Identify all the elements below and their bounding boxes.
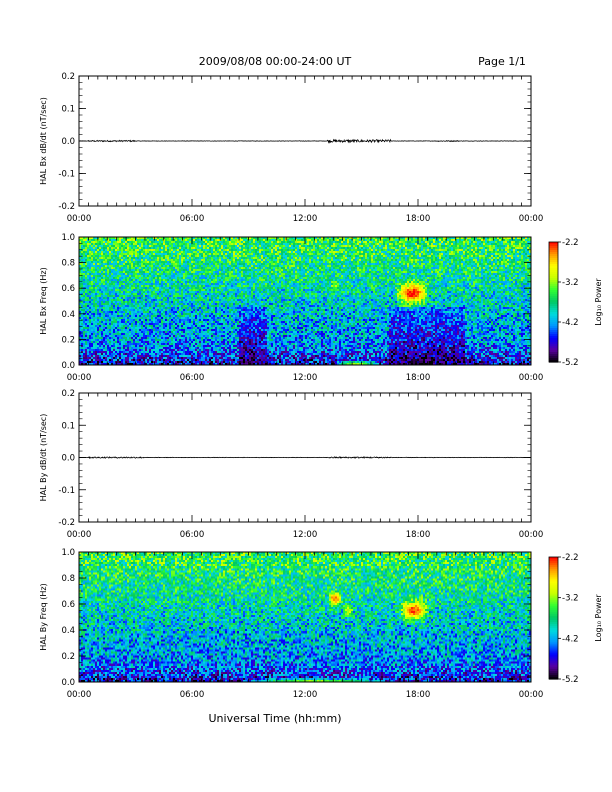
y-tick-label-0-1: 0.1 <box>61 105 75 115</box>
y-axis-label-0: HAL Bx dB/dt (nT/sec) <box>39 97 48 185</box>
y-tick-label-2-1: 0.1 <box>61 421 75 431</box>
y-tick-label-0-4: -0.2 <box>58 202 75 212</box>
panels: 0.2 0.1 0.0 -0.1 -0.2 HAL Bx dB/dt (nT/sec) 00… <box>39 72 603 700</box>
x-tick-label-2-4: 00:00 <box>519 530 544 540</box>
by-spectrogram-panel: 1.0 0.8 0.6 0.4 0.2 0.0 HAL By Freq (Hz) 00:00 0… <box>39 548 603 700</box>
bx-spectrogram-panel: 1.0 0.8 0.6 0.4 0.2 0.0 HAL Bx Freq (Hz) 00:00 0… <box>39 233 603 383</box>
colorbar-label-1: Log₁₀ Power <box>594 278 603 326</box>
y-tick-label-1-3: 0.4 <box>61 310 75 320</box>
y-tick-label-0-2: 0.0 <box>61 137 75 147</box>
by-spectrogram-colorbar: -2.2 -3.2 -4.2 -5.2 Log₁₀ Power <box>548 553 603 685</box>
y-tick-label-3-4: 0.2 <box>61 652 75 662</box>
bx-spectrogram-colorbar: -2.2 -3.2 -4.2 -5.2 Log₁₀ Power <box>548 238 603 368</box>
colorbar-tick-1-1: -3.2 <box>562 278 579 288</box>
y-tick-label-1-4: 0.2 <box>61 335 75 345</box>
colorbar-tick-3-1: -3.2 <box>562 594 579 604</box>
colorbar-tick-3-3: -5.2 <box>562 675 579 685</box>
y-tick-label-3-1: 0.8 <box>61 574 75 584</box>
colorbar-tick-1-3: -5.2 <box>562 358 579 368</box>
x-tick-label-1-1: 06:00 <box>180 373 205 383</box>
y-tick-label-3-3: 0.4 <box>61 626 75 636</box>
y-axis-label-3: HAL By Freq (Hz) <box>39 583 48 650</box>
bx-spectrogram-heatmap-image <box>79 237 531 365</box>
x-tick-label-0-0: 00:00 <box>67 214 92 224</box>
colorbar-label-3: Log₁₀ Power <box>594 594 603 642</box>
y-tick-label-1-5: 0.0 <box>61 361 75 371</box>
x-tick-label-2-3: 18:00 <box>406 530 431 540</box>
x-tick-label-3-4: 00:00 <box>519 690 544 700</box>
by-dbdt-series-line <box>78 456 532 459</box>
x-tick-label-0-3: 18:00 <box>406 214 431 224</box>
page-indicator: Page 1/1 <box>478 55 526 68</box>
x-axis-label: Universal Time (hh:mm) <box>209 712 342 725</box>
y-tick-label-0-3: -0.1 <box>58 170 75 180</box>
y-axis-label-2: HAL By dB/dt (nT/sec) <box>39 414 48 502</box>
y-tick-label-2-2: 0.0 <box>61 454 75 464</box>
colorbar-tick-3-0: -2.2 <box>562 553 579 563</box>
by-spectrogram-heatmap-image <box>79 552 531 682</box>
y-tick-label-3-5: 0.0 <box>61 678 75 688</box>
x-tick-label-2-2: 12:00 <box>293 530 318 540</box>
x-tick-label-1-3: 18:00 <box>406 373 431 383</box>
y-tick-label-3-2: 0.6 <box>61 600 75 610</box>
x-tick-label-2-1: 06:00 <box>180 530 205 540</box>
x-tick-label-1-0: 00:00 <box>67 373 92 383</box>
x-tick-label-0-1: 06:00 <box>180 214 205 224</box>
figure-title: 2009/08/08 00:00-24:00 UT <box>199 55 352 68</box>
bx-dbdt-panel: 0.2 0.1 0.0 -0.1 -0.2 HAL Bx dB/dt (nT/sec) 00… <box>39 72 543 224</box>
y-tick-label-2-3: -0.1 <box>58 486 75 496</box>
y-tick-label-1-2: 0.6 <box>61 284 75 294</box>
by-dbdt-panel: 0.2 0.1 0.0 -0.1 -0.2 HAL By dB/dt (nT/sec) 00… <box>39 389 543 540</box>
x-tick-label-1-2: 12:00 <box>293 373 318 383</box>
colorbar-tick-1-0: -2.2 <box>562 238 579 248</box>
x-tick-label-0-4: 00:00 <box>519 214 544 224</box>
y-tick-label-0-0: 0.2 <box>61 72 75 82</box>
y-tick-label-2-0: 0.2 <box>61 389 75 399</box>
x-tick-label-1-4: 00:00 <box>519 373 544 383</box>
x-tick-label-3-1: 06:00 <box>180 690 205 700</box>
x-tick-label-2-0: 00:00 <box>67 530 92 540</box>
x-tick-label-0-2: 12:00 <box>293 214 318 224</box>
y-axis-label-1: HAL Bx Freq (Hz) <box>39 267 48 334</box>
bx-dbdt-series-line <box>78 138 532 144</box>
colorbar-tick-3-2: -4.2 <box>562 634 579 644</box>
y-tick-label-2-4: -0.2 <box>58 518 75 528</box>
x-tick-label-3-0: 00:00 <box>67 690 92 700</box>
y-tick-label-1-1: 0.8 <box>61 259 75 269</box>
x-tick-label-3-2: 12:00 <box>293 690 318 700</box>
y-tick-label-1-0: 1.0 <box>61 233 75 243</box>
y-tick-label-3-0: 1.0 <box>61 548 75 558</box>
colorbar-tick-1-2: -4.2 <box>562 318 579 328</box>
x-tick-label-3-3: 18:00 <box>406 690 431 700</box>
